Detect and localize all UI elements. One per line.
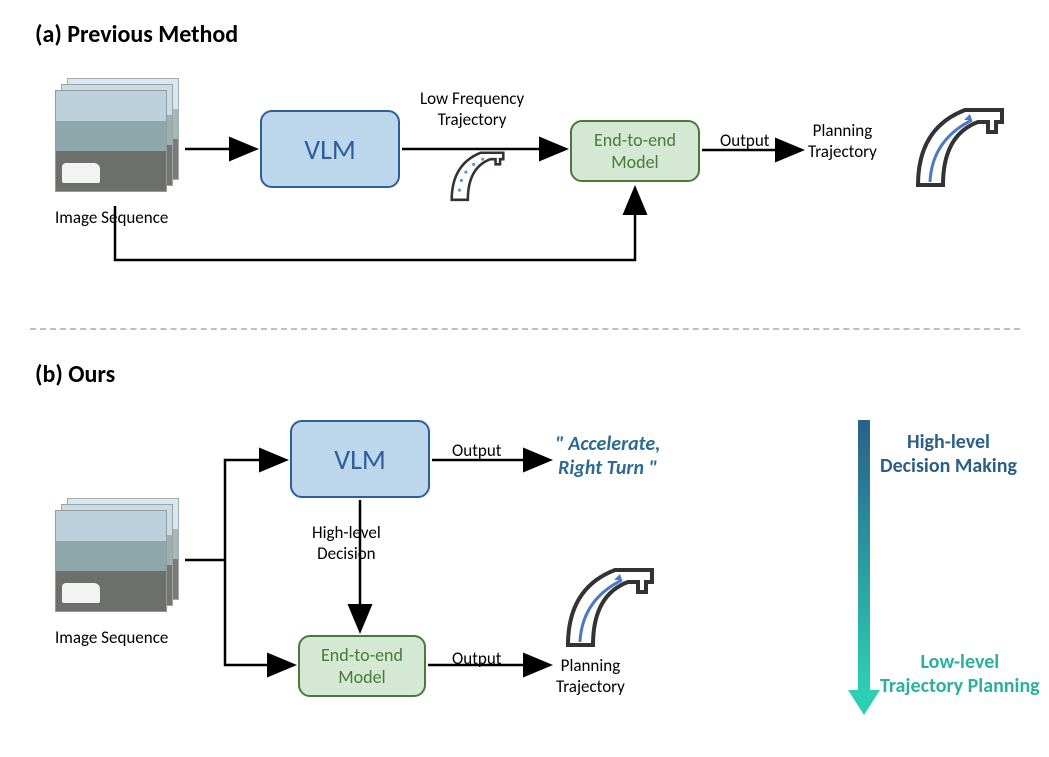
planning-traj-label-b: Planning Trajectory	[556, 655, 625, 697]
low-level-side-label: Low-level Trajectory Planning	[880, 650, 1040, 698]
high-level-decision-label: High-level Decision	[312, 522, 381, 564]
planning-traj-label-a: Planning Trajectory	[808, 120, 877, 162]
output-label-b-top: Output	[452, 440, 501, 461]
low-freq-label: Low Frequency Trajectory	[420, 88, 524, 130]
road-icon-b	[560, 560, 660, 655]
high-level-side-label: High-level Decision Making	[880, 430, 1017, 478]
output-label-b-bot: Output	[452, 648, 501, 669]
vlm-label: VLM	[304, 132, 356, 167]
e2e-block-b: End-to-end Model	[298, 635, 426, 697]
accelerate-quote: " Accelerate, Right Turn "	[555, 432, 660, 480]
image-sequence-label-b: Image Sequence	[55, 627, 168, 648]
vlm-label-b: VLM	[334, 442, 386, 477]
section-a-title: (a) Previous Method	[35, 20, 238, 49]
road-icon-a2	[910, 100, 1010, 195]
e2e-label: End-to-end Model	[594, 129, 676, 173]
e2e-label-b: End-to-end Model	[321, 644, 403, 688]
image-sequence-label-a: Image Sequence	[55, 207, 168, 228]
road-icon-a1	[445, 145, 510, 208]
section-divider	[30, 328, 1020, 330]
section-b-title: (b) Ours	[35, 360, 115, 389]
output-label-a: Output	[720, 130, 769, 151]
vlm-block-a: VLM	[260, 110, 400, 188]
vlm-block-b: VLM	[290, 420, 430, 498]
e2e-block-a: End-to-end Model	[570, 120, 700, 182]
